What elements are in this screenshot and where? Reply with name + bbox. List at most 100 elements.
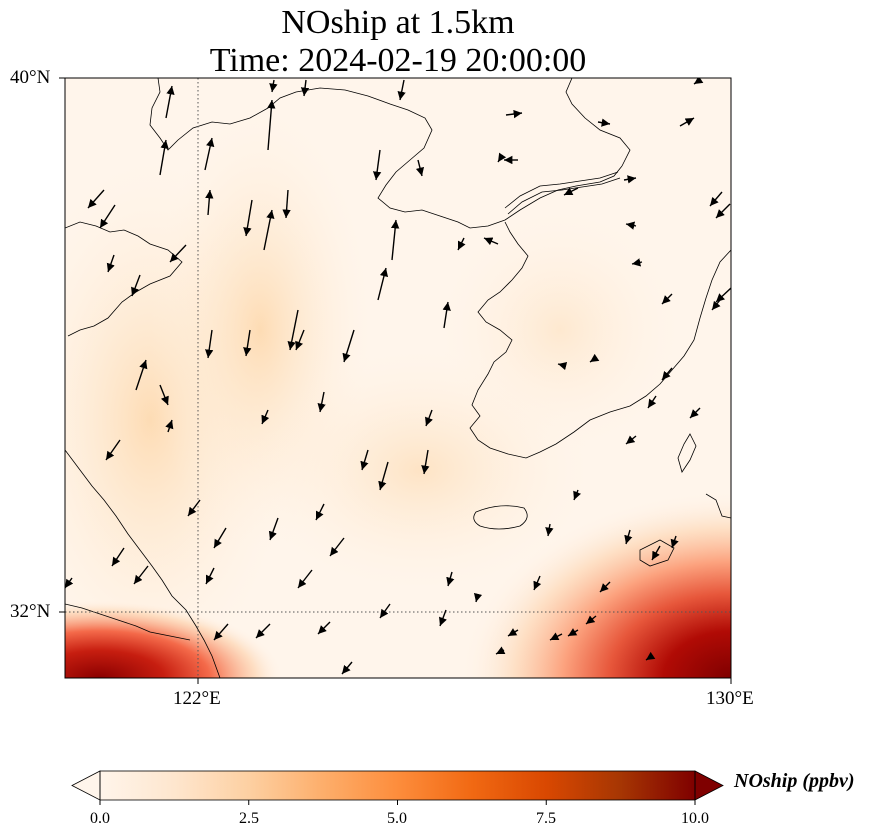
wind-vector-arrow <box>473 592 483 603</box>
wind-vector-arrow <box>567 628 579 637</box>
wind-vector-arrow <box>545 523 554 537</box>
map-frame <box>64 77 732 679</box>
wind-vector-arrow <box>165 419 174 433</box>
colorbar-label: NOship (ppbv) <box>734 770 855 792</box>
wind-vector-arrow <box>263 209 275 251</box>
wind-vector-arrow <box>631 258 643 267</box>
wind-vector-arrow <box>111 547 125 567</box>
wind-vector-arrow <box>415 159 425 177</box>
wind-vector-arrow <box>287 309 299 351</box>
wind-vector-arrow <box>268 517 279 541</box>
axis-ticks <box>59 77 732 684</box>
wind-vector-arrow <box>390 219 400 261</box>
wind-vector-arrow <box>297 569 313 589</box>
wind-vector-arrow <box>317 391 326 413</box>
wind-vector-arrow <box>625 221 637 230</box>
wind-vector-arrow <box>261 409 270 425</box>
gridlines <box>65 78 731 678</box>
wind-vector-arrow <box>360 449 369 471</box>
wind-vector-arrow <box>715 203 731 219</box>
lon-label-122e: 122°E <box>173 688 221 709</box>
wind-vector-arrow <box>651 545 661 561</box>
colorbar-tick-label: 2.5 <box>239 810 259 827</box>
wind-vector-arrow <box>442 301 451 329</box>
wind-vector-arrow <box>645 651 656 661</box>
chart-subtitle: Time: 2024-02-19 20:00:00 <box>209 42 587 79</box>
wind-vector-arrow <box>106 254 115 273</box>
wind-vector-arrow <box>446 571 455 587</box>
colorbar-tick-label: 5.0 <box>387 810 407 827</box>
wind-vector-arrow <box>317 621 331 635</box>
wind-vector-arrow <box>563 187 579 196</box>
wind-vector-arrow <box>267 99 276 151</box>
wind-vector-arrow <box>670 535 679 549</box>
wind-vector-arrow <box>624 529 633 545</box>
wind-vector-arrow <box>599 581 611 593</box>
colorbar-tick-label: 0.0 <box>90 810 110 827</box>
chart-title: NOship at 1.5km <box>281 4 515 41</box>
wind-vector-arrow <box>425 409 433 427</box>
wind-vector-arrow <box>205 189 214 216</box>
wind-vector-arrow <box>483 237 499 246</box>
wind-vector-arrow <box>99 204 116 229</box>
wind-vector-arrow <box>439 609 447 627</box>
wind-vector-arrow <box>557 361 568 371</box>
lat-label-32n: 32°N <box>10 601 51 622</box>
wind-vector-arrow <box>205 567 215 585</box>
wind-vector-arrow <box>497 152 507 163</box>
wind-vector-arrow <box>205 329 214 359</box>
wind-vector-arrow <box>679 117 695 127</box>
wind-vector-arrow <box>342 329 355 363</box>
wind-vector-arrow <box>282 189 291 219</box>
wind-vector-arrow <box>377 267 389 301</box>
colorbar-body <box>100 771 695 800</box>
wind-vector-arrow <box>715 287 731 303</box>
wind-vector-arrow <box>341 661 353 675</box>
coastlines <box>65 78 731 678</box>
colorbar-extend-max <box>694 770 724 801</box>
lat-label-40n: 40°N <box>10 67 51 88</box>
wind-vector-arrow <box>329 537 345 557</box>
concentration-field <box>65 110 731 678</box>
wind-vector-arrow <box>495 646 506 655</box>
wind-vector-arrow <box>379 603 391 619</box>
wind-vector-arrow <box>625 435 637 445</box>
wind-vector-arrow <box>213 623 229 641</box>
wind-vector-arrow <box>213 527 227 549</box>
wind-vector-arrow <box>315 503 325 521</box>
wind-vector-arrow <box>533 575 542 591</box>
colorbar <box>71 770 724 805</box>
map-area <box>65 78 731 678</box>
wind-vector-arrow <box>693 78 704 85</box>
colorbar-tick-label: 7.5 <box>536 810 556 827</box>
wind-vector-arrow <box>269 79 278 93</box>
wind-vector-arrow <box>647 395 657 409</box>
wind-vector-arrow <box>243 199 253 237</box>
colorbar-tick-label: 10.0 <box>681 810 709 827</box>
wind-vector-arrow <box>573 489 582 501</box>
wind-vector-arrow <box>87 189 105 209</box>
wind-vector-arrow <box>457 237 466 251</box>
wind-vector-arrow <box>131 274 141 297</box>
wind-vector-arrow <box>295 329 305 351</box>
colorbar-extend-min <box>71 770 101 801</box>
wind-vector-arrow <box>187 499 201 517</box>
wind-vector-arrow <box>689 407 701 419</box>
wind-vector-arrow <box>105 439 121 461</box>
wind-vector-arrow <box>243 329 252 357</box>
wind-vector-arrow <box>421 449 430 475</box>
wind-vector-arrow <box>300 79 310 97</box>
lon-label-130e: 130°E <box>706 688 754 709</box>
wind-vector-arrow <box>597 118 611 127</box>
wind-vector-arrow <box>169 244 187 263</box>
wind-vector-arrow <box>159 384 169 406</box>
wind-vector-arrow <box>204 137 215 171</box>
wind-vector-arrow <box>135 359 148 391</box>
wind-vector-arrow <box>589 353 600 363</box>
wind-vectors <box>65 78 731 675</box>
wind-vector-arrow <box>372 149 382 181</box>
wind-vector-arrow <box>165 85 175 119</box>
wind-vector-arrow <box>661 293 673 305</box>
wind-vector-arrow <box>585 615 597 625</box>
